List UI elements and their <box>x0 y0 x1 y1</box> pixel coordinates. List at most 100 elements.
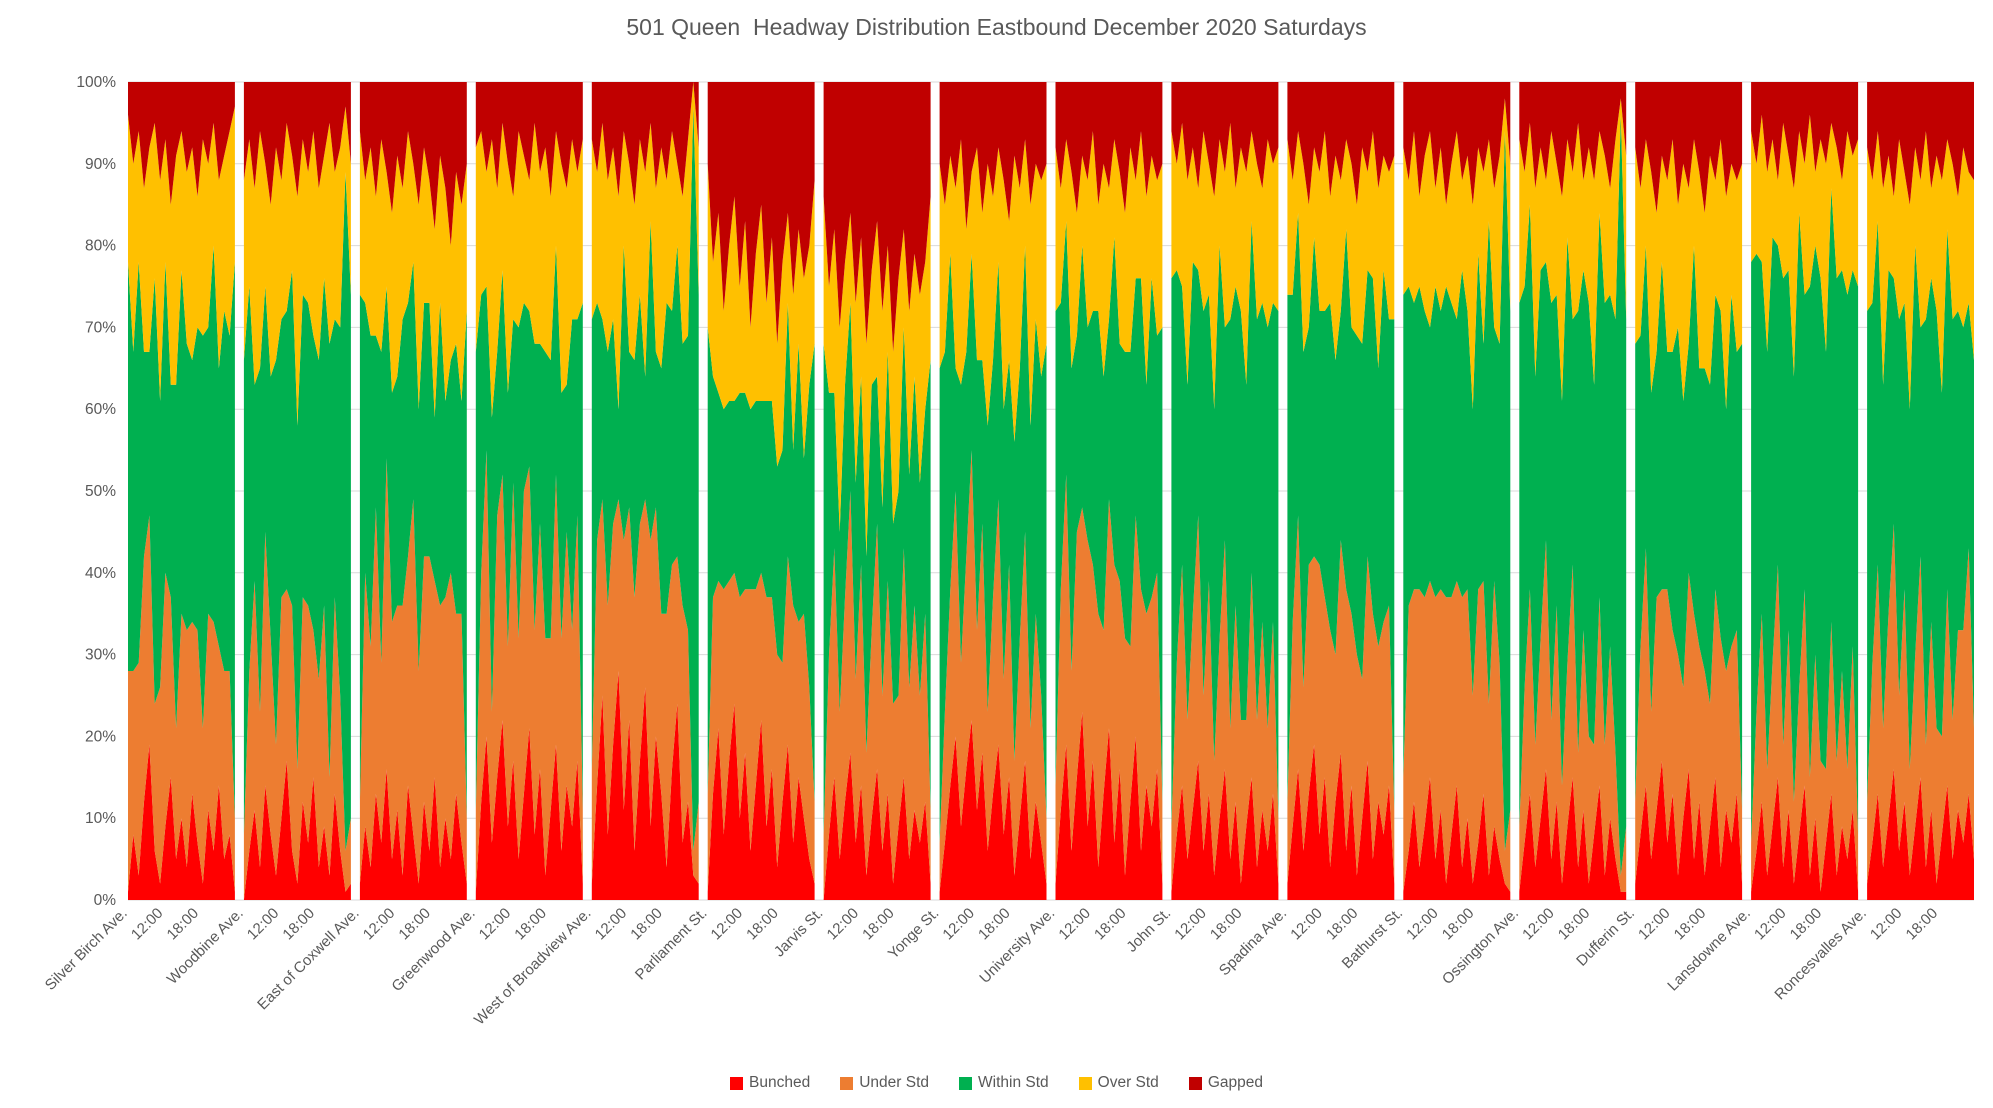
area-under <box>1287 515 1395 884</box>
station-panel <box>591 82 699 900</box>
area-under <box>823 491 931 900</box>
y-tick-label: 10% <box>85 810 116 827</box>
area-bunched <box>1519 769 1627 900</box>
x-tick-label-time: 12:00 <box>1635 905 1674 944</box>
area-gapped <box>1867 82 1974 205</box>
x-tick-label-time: 18:00 <box>1091 905 1130 944</box>
x-tick-label-time: 12:00 <box>824 905 863 944</box>
x-tick-label-time: 12:00 <box>1867 905 1906 944</box>
station-panel <box>1171 82 1279 900</box>
area-within <box>1055 221 1163 802</box>
y-tick-label: 0% <box>94 892 117 909</box>
legend-label: Over Std <box>1097 1074 1159 1091</box>
page-title: 501 Queen Headway Distribution Eastbound… <box>626 14 1367 40</box>
area-gapped <box>1055 82 1163 213</box>
station-panel <box>128 82 235 900</box>
area-gapped <box>1287 82 1395 205</box>
area-under <box>243 531 351 900</box>
area-bunched <box>243 760 351 900</box>
y-tick-label: 100% <box>76 74 116 91</box>
area-within <box>475 245 583 811</box>
x-tick-label-time: 12:00 <box>1751 905 1790 944</box>
station-panel <box>939 82 1047 900</box>
area-bunched <box>359 769 467 900</box>
area-gapped <box>243 82 351 205</box>
station-panel <box>243 82 351 900</box>
legend-item-under: Under Std <box>840 1074 929 1092</box>
area-bunched <box>1171 760 1279 900</box>
x-tick-label-time: 12:00 <box>360 905 399 944</box>
y-tick-label: 90% <box>85 156 116 173</box>
area-under <box>1867 523 1974 884</box>
x-tick-label-time: 12:00 <box>939 905 978 944</box>
x-tick-label-station: Silver Birch Ave. <box>42 905 131 994</box>
area-gapped <box>707 82 815 344</box>
x-tick-label-station: Woodbine Ave. <box>164 905 247 988</box>
area-under <box>1751 564 1859 892</box>
x-tick-label-time: 18:00 <box>1787 905 1826 944</box>
area-within <box>1171 221 1279 827</box>
legend-swatch-gapped-icon <box>1188 1076 1202 1090</box>
station-panel <box>359 82 467 900</box>
legend-item-gapped: Gapped <box>1188 1074 1263 1092</box>
area-bunched <box>475 720 583 900</box>
area-gapped <box>128 82 235 205</box>
area-gapped <box>1171 82 1279 197</box>
area-over <box>1635 139 1743 410</box>
area-under <box>128 515 235 892</box>
x-tick-label-time: 12:00 <box>708 905 747 944</box>
area-under <box>1171 515 1279 892</box>
x-tick-label-time: 18:00 <box>627 905 666 944</box>
area-gapped <box>591 82 699 205</box>
area-gapped <box>1519 82 1627 197</box>
area-over <box>591 82 699 410</box>
area-over <box>1519 98 1627 402</box>
area-under <box>939 450 1047 892</box>
x-tick-label-time: 18:00 <box>1439 905 1478 944</box>
legend-label: Gapped <box>1207 1074 1263 1091</box>
x-tick-label-time: 12:00 <box>1403 905 1442 944</box>
area-over <box>128 106 235 401</box>
x-tick-label-time: 12:00 <box>1519 905 1558 944</box>
legend-label: Within Std <box>978 1074 1049 1091</box>
legend-swatch-under-icon <box>840 1076 854 1090</box>
chart-legend: Bunched Under Std Within Std Over Std Gapped <box>0 1074 1993 1092</box>
area-bunched <box>1403 777 1511 900</box>
area-under <box>707 556 815 892</box>
station-panel <box>1055 82 1163 900</box>
area-within <box>359 262 467 819</box>
area-bunched <box>939 720 1047 900</box>
station-panel <box>707 82 815 900</box>
area-under <box>359 458 467 884</box>
area-gapped <box>475 82 583 197</box>
area-under <box>1519 540 1627 892</box>
x-tick-label-time: 12:00 <box>1287 905 1326 944</box>
x-tick-label-time: 18:00 <box>1207 905 1246 944</box>
x-tick-label-time: 12:00 <box>1171 905 1210 944</box>
x-tick-label-time: 18:00 <box>164 905 203 944</box>
area-within <box>1403 131 1511 851</box>
x-tick-label-time: 12:00 <box>476 905 515 944</box>
area-gapped <box>939 82 1047 230</box>
x-tick-label-time: 18:00 <box>511 905 550 944</box>
station-panel <box>1287 82 1395 900</box>
area-bunched <box>128 744 235 900</box>
y-tick-label: 40% <box>85 565 116 582</box>
legend-label: Under Std <box>859 1074 929 1091</box>
x-tick-label-time: 18:00 <box>1671 905 1710 944</box>
x-tick-label-station: Greenwood Ave. <box>388 905 478 995</box>
area-within <box>1635 245 1743 811</box>
station-panel <box>475 82 583 900</box>
x-tick-label-time: 18:00 <box>975 905 1014 944</box>
x-tick-label-time: 18:00 <box>1903 905 1942 944</box>
x-tick-label-time: 18:00 <box>859 905 898 944</box>
x-tick-label-time: 18:00 <box>279 905 318 944</box>
legend-swatch-bunched-icon <box>730 1076 743 1090</box>
area-within <box>1751 188 1859 843</box>
area-over <box>1055 131 1163 385</box>
station-panel <box>1751 82 1859 900</box>
area-bunched <box>1751 777 1859 900</box>
y-tick-label: 50% <box>85 483 116 500</box>
